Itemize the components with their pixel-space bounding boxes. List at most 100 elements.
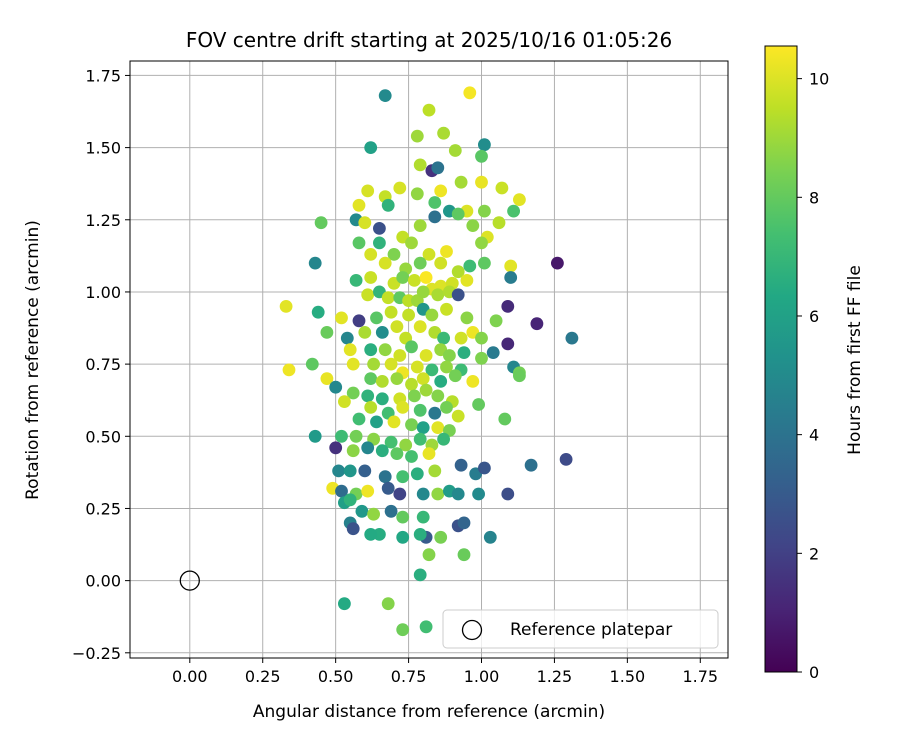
- scatter-point: [338, 395, 351, 408]
- scatter-point: [431, 288, 445, 302]
- scatter-point: [364, 248, 378, 261]
- scatter-point: [305, 357, 319, 371]
- reference-marker: [179, 570, 200, 591]
- scatter-point: [434, 256, 448, 270]
- colorbar-label: Hours from first FF file: [845, 265, 865, 455]
- y-tick-label: 1.25: [85, 211, 121, 230]
- chart-title: FOV centre drift starting at 2025/10/16 …: [186, 28, 672, 52]
- scatter-point: [396, 623, 410, 637]
- scatter-point: [405, 377, 418, 391]
- scatter-point: [390, 372, 404, 385]
- scatter-point: [405, 418, 418, 432]
- scatter-point: [405, 340, 418, 354]
- scatter-point: [419, 383, 433, 397]
- scatter-point: [320, 372, 334, 385]
- scatter-point: [410, 129, 424, 143]
- scatter-point: [346, 386, 360, 400]
- scatter-point: [422, 447, 436, 460]
- scatter-point: [352, 412, 366, 426]
- scatter-point: [466, 219, 480, 233]
- legend-reference-marker: [461, 619, 483, 641]
- scatter-point: [399, 438, 413, 452]
- scatter-point: [416, 510, 430, 524]
- colorbar-tick-label: 10: [809, 70, 829, 89]
- scatter-point: [457, 516, 471, 530]
- y-tick-label: 1.00: [85, 283, 121, 302]
- scatter-point: [311, 305, 325, 319]
- scatter-point: [478, 138, 491, 152]
- scatter-point: [364, 528, 378, 541]
- scatter-point: [507, 204, 520, 218]
- scatter-point: [375, 392, 389, 406]
- x-tick-label: 0.25: [245, 667, 281, 686]
- scatter-point: [437, 331, 450, 345]
- scatter-point: [378, 343, 392, 357]
- scatter-point: [428, 464, 442, 478]
- scatter-point: [434, 375, 448, 388]
- scatter-point: [416, 421, 430, 434]
- x-tick-label: 0.50: [318, 667, 354, 686]
- x-tick-label: 1.00: [464, 667, 500, 686]
- scatter-point: [425, 308, 439, 322]
- scatter-point: [387, 415, 401, 429]
- scatter-point: [413, 320, 427, 333]
- scatter-point: [308, 429, 322, 443]
- y-tick-label: 1.75: [85, 66, 121, 85]
- scatter-point: [352, 314, 366, 328]
- scatter-point: [349, 274, 363, 287]
- scatter-point: [498, 412, 512, 426]
- scatter-point: [428, 196, 442, 209]
- scatter-point: [475, 236, 488, 250]
- scatter-point: [451, 409, 465, 423]
- y-tick-label: 1.50: [85, 139, 121, 158]
- scatter-point: [282, 363, 296, 377]
- scatter-point: [343, 464, 357, 478]
- colorbar-gradient: [764, 45, 798, 673]
- scatter-point: [413, 256, 427, 270]
- scatter-point: [355, 504, 369, 518]
- x-axis-label: Angular distance from reference (arcmin): [253, 702, 605, 722]
- scatter-point: [475, 351, 488, 365]
- scatter-point: [381, 481, 395, 495]
- colorbar-tick-label: 8: [809, 188, 819, 207]
- scatter-point: [472, 487, 485, 501]
- scatter-point: [410, 187, 424, 201]
- scatter-point: [364, 343, 378, 357]
- scatter-point: [384, 504, 398, 518]
- scatter-point: [335, 484, 348, 498]
- scatter-point: [513, 193, 526, 207]
- scatter-point: [440, 360, 453, 374]
- scatter-point: [451, 265, 465, 279]
- y-tick-label: 0.75: [85, 355, 121, 374]
- scatter-point: [340, 331, 354, 345]
- scatter-point: [431, 487, 445, 501]
- scatter-point: [370, 415, 383, 429]
- scatter-point: [338, 597, 351, 611]
- scatter-point: [367, 357, 380, 371]
- y-tick-label: 0.50: [85, 427, 121, 446]
- scatter-point: [437, 432, 450, 446]
- scatter-point: [375, 375, 389, 388]
- scatter-point: [393, 349, 407, 362]
- scatter-point: [352, 198, 366, 212]
- x-tick-label: 1.50: [610, 667, 646, 686]
- scatter-point: [454, 175, 468, 189]
- scatter-point: [448, 369, 462, 383]
- y-axis-ticks: −0.25 0.00 0.25 0.50 0.75 1.00 1.25 1.50 1.75: [72, 66, 130, 663]
- scatter-point: [475, 175, 488, 189]
- scatter-point: [378, 89, 392, 102]
- scatter-point: [378, 256, 392, 270]
- scatter-point: [329, 380, 343, 394]
- scatter-point: [501, 337, 515, 351]
- scatter-point: [373, 236, 386, 250]
- scatter-point: [279, 300, 293, 313]
- scatter-point: [384, 305, 398, 319]
- scatter-point: [346, 357, 360, 371]
- scatter-point: [419, 271, 433, 284]
- scatter-point: [492, 216, 506, 230]
- scatter-point: [361, 288, 375, 302]
- scatter-point: [308, 256, 322, 270]
- scatter-point: [478, 204, 491, 218]
- scatter-point: [416, 372, 430, 385]
- scatter-point: [440, 245, 453, 258]
